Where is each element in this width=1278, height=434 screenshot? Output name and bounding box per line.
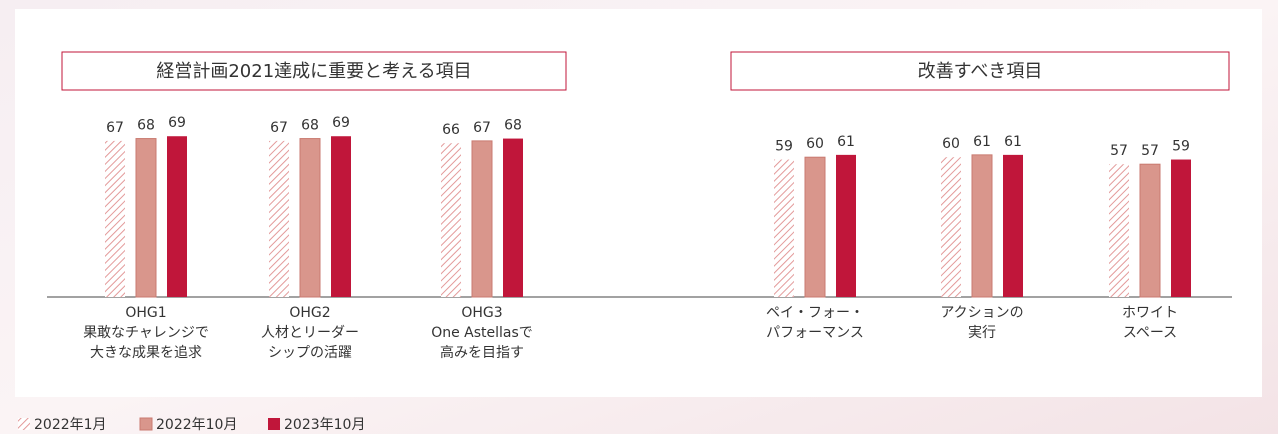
value-label: 59 (1172, 139, 1190, 155)
legend-label: 2022年1月 (34, 417, 107, 433)
legend-swatch (268, 418, 280, 430)
value-label: 60 (942, 136, 960, 152)
x-tick-label: OHG2 人材とリーダーシップの活躍 (261, 305, 359, 361)
bar (836, 154, 856, 297)
x-tick-label: ペイ・フォー・パフォーマンス (766, 305, 864, 341)
value-label: 69 (332, 115, 350, 131)
value-label: 66 (442, 122, 460, 138)
value-label: 68 (137, 118, 155, 134)
bar (1109, 164, 1129, 297)
bar (1139, 163, 1161, 298)
value-label: 69 (168, 115, 186, 131)
value-label: 68 (504, 118, 522, 134)
legend-swatch (18, 418, 30, 430)
value-label: 60 (806, 136, 824, 152)
value-label: 67 (473, 120, 491, 136)
bar (471, 140, 493, 298)
group-title: 経営計画2021達成に重要と考える項目 (156, 61, 471, 82)
x-tick-label: アクションの実行 (940, 305, 1023, 341)
group-title: 改善すべき項目 (918, 61, 1043, 82)
x-tick-label: ホワイトスペース (1122, 305, 1178, 341)
value-label: 68 (301, 118, 319, 134)
legend-label: 2022年10月 (156, 417, 237, 433)
bar (105, 140, 125, 297)
legend-swatch (139, 417, 153, 431)
value-label: 67 (106, 120, 124, 136)
bar (804, 156, 826, 298)
value-label: 67 (270, 120, 288, 136)
bar (1171, 159, 1191, 297)
value-label: 61 (973, 134, 991, 150)
bar (299, 138, 321, 298)
group-title-box (730, 51, 1230, 91)
value-label: 61 (1004, 134, 1022, 150)
group-title-box (61, 51, 567, 91)
bar (331, 136, 351, 297)
x-tick-label: OHG1 果敢なチャレンジで大きな成果を追求 (83, 305, 209, 361)
bar (135, 138, 157, 298)
x-tick-label: OHG3 One Astellasで高みを目指す (431, 305, 533, 361)
bar (441, 143, 461, 297)
value-label: 57 (1110, 143, 1128, 159)
legend-label: 2023年10月 (284, 417, 365, 433)
bar (269, 140, 289, 297)
value-label: 57 (1141, 143, 1159, 159)
value-label: 61 (837, 134, 855, 150)
bar (1003, 154, 1023, 297)
bar (941, 157, 961, 297)
bar (774, 159, 794, 297)
bar (971, 154, 993, 298)
bar (503, 138, 523, 297)
bar (167, 136, 187, 297)
value-label: 59 (775, 139, 793, 155)
